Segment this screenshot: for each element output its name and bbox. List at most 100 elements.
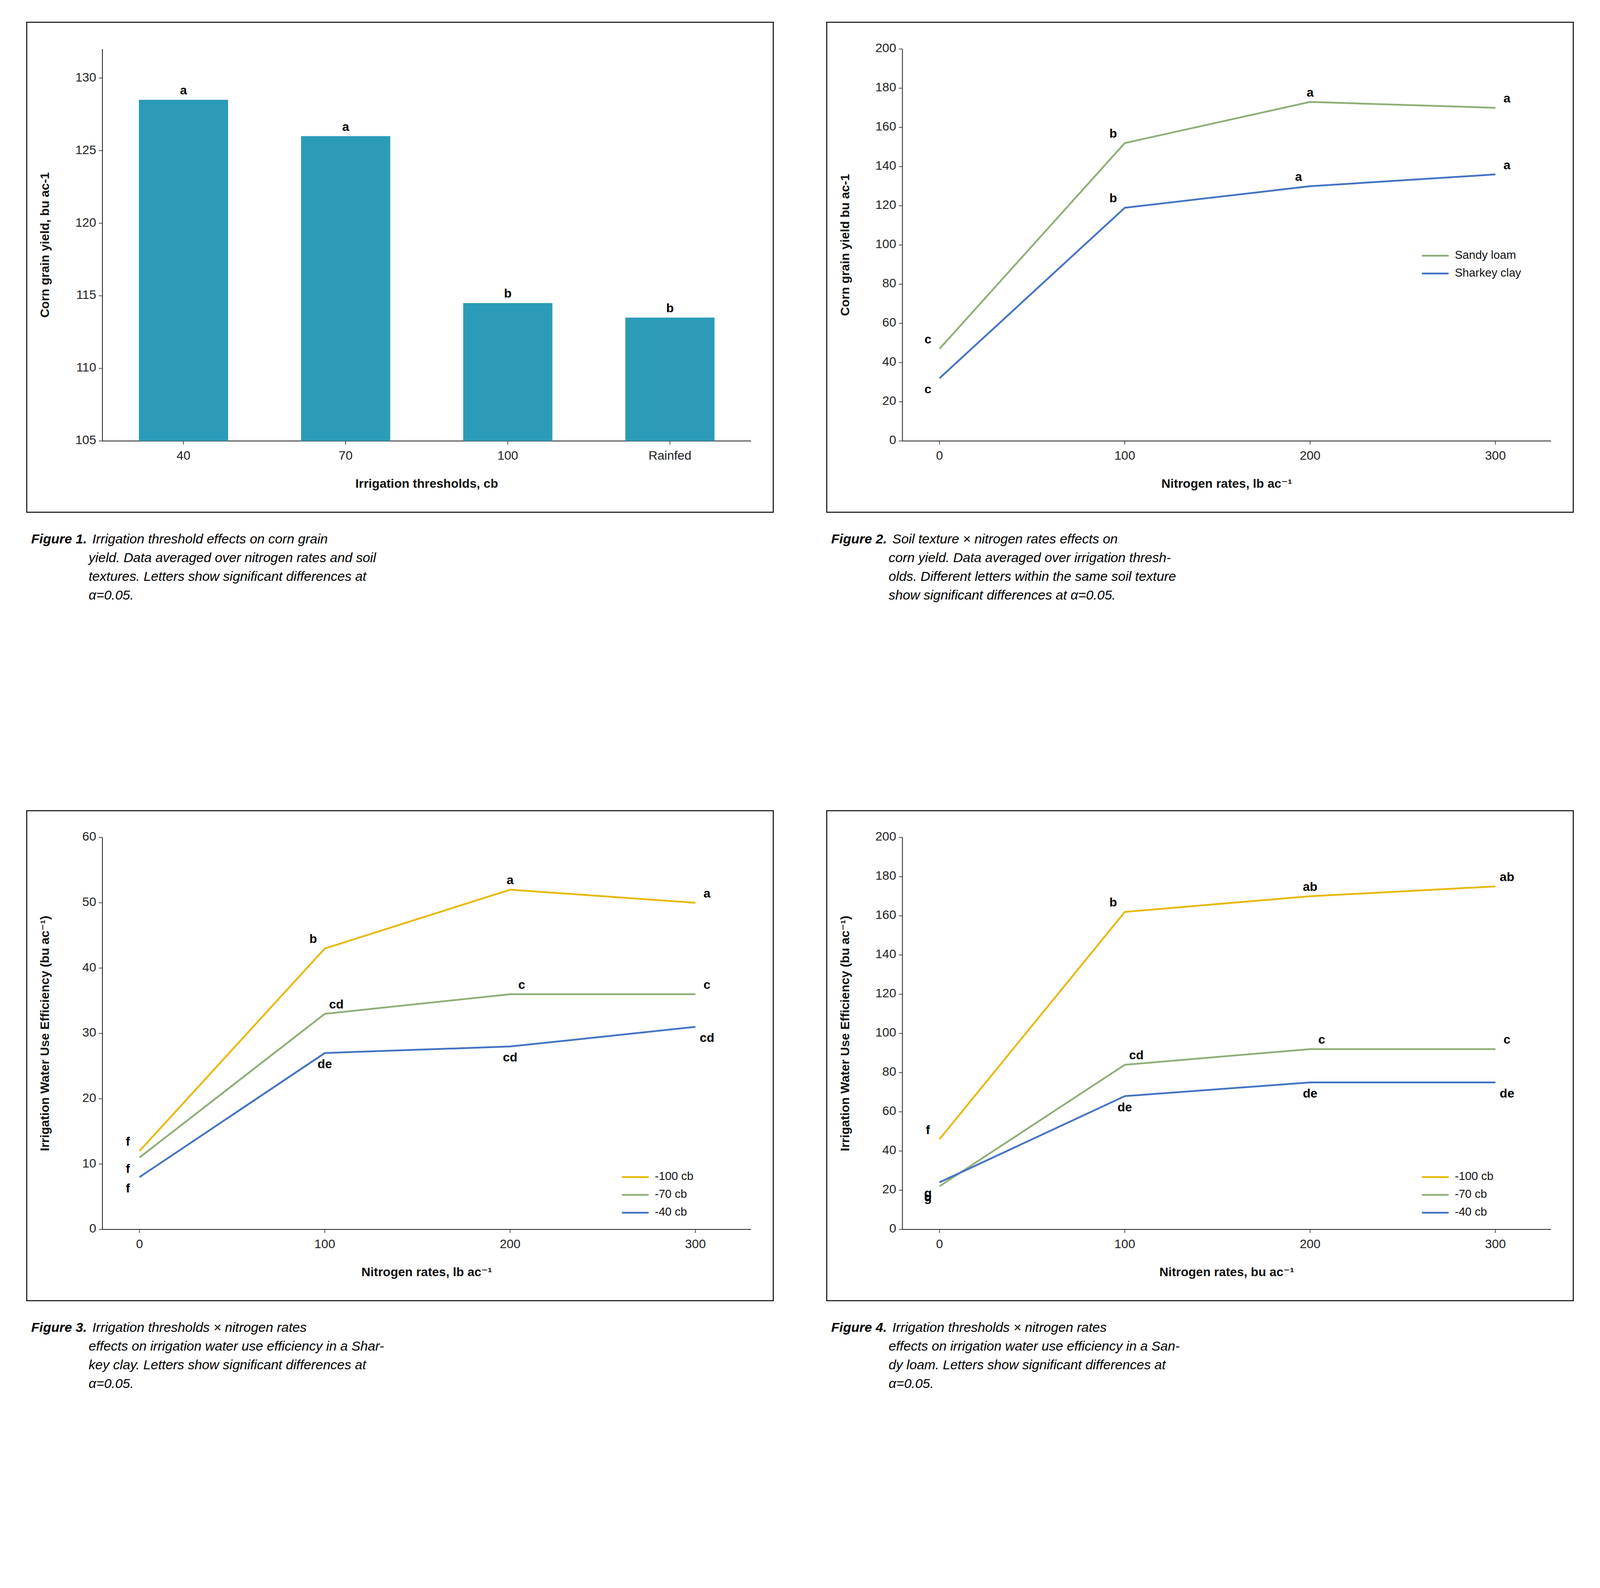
y-tick-label: 40	[82, 960, 97, 974]
y-tick	[899, 1189, 903, 1191]
y-tick	[98, 967, 103, 969]
legend-label: -70 cb	[1454, 1186, 1487, 1201]
y-tick-label: 50	[82, 894, 97, 909]
y-tick	[899, 401, 903, 403]
y-tick	[899, 322, 903, 324]
y-tick-label: 140	[875, 946, 897, 961]
y-tick	[98, 1032, 103, 1034]
y-tick	[98, 1098, 103, 1100]
y-tick-label: 100	[875, 236, 897, 251]
y-tick	[899, 954, 903, 956]
x-tick-label: 300	[1485, 448, 1507, 463]
x-tick-label: 100	[314, 1236, 336, 1251]
y-tick-label: 105	[75, 432, 97, 447]
caption: Figure 2. Soil texture × nitrogen rates …	[831, 531, 1177, 603]
legend-label: -70 cb	[655, 1186, 688, 1201]
y-axis-label: Corn grain yield, bu ac-1	[37, 172, 52, 318]
y-tick	[98, 222, 103, 224]
point-letters: aabb	[179, 83, 674, 315]
series-line	[139, 1026, 696, 1177]
letter-label: a	[1503, 158, 1511, 172]
panel-border	[26, 810, 774, 1301]
y-tick	[899, 244, 903, 246]
plot-marks	[939, 101, 1496, 379]
series-line	[139, 889, 696, 1151]
letter-label: de	[1499, 1086, 1515, 1100]
caption: Figure 4. Irrigation thresholds × nitrog…	[831, 1319, 1181, 1391]
letter-label: b	[504, 286, 512, 301]
letter-label: a	[179, 83, 188, 98]
y-tick	[98, 295, 103, 297]
caption-line: Soil texture × nitrogen rates effects on	[888, 531, 1118, 546]
caption-text: Irrigation thresholds × nitrogen ratesef…	[888, 1319, 1181, 1391]
series-line	[939, 101, 1496, 349]
y-tick	[899, 1111, 903, 1112]
y-tick-label: 0	[889, 1221, 897, 1235]
y-tick-label: 180	[875, 80, 897, 94]
y-tick	[899, 48, 903, 50]
y-tick-label: 130	[75, 70, 97, 85]
y-tick-label: 10	[82, 1156, 97, 1170]
y-tick-label: 115	[76, 287, 97, 302]
bar	[463, 302, 553, 441]
series-line	[939, 1048, 1496, 1186]
x-axis	[902, 440, 1552, 442]
caption-line: α=0.05.	[888, 1375, 934, 1391]
x-tick	[507, 440, 509, 445]
x-tick-label: 0	[135, 1236, 143, 1251]
caption-line: show significant differences at α=0.05.	[888, 587, 1116, 603]
series-line	[939, 886, 1496, 1140]
legend-swatch	[1421, 1175, 1449, 1178]
letter-label: de	[1302, 1086, 1318, 1100]
y-tick-label: 60	[882, 315, 896, 330]
letter-label: c	[924, 332, 932, 347]
x-tick	[695, 1229, 697, 1233]
chart-panel: 0204060801001201401601802000100200300Nit…	[826, 22, 1574, 513]
letter-label: b	[1109, 126, 1117, 141]
letter-label: b	[1109, 895, 1117, 909]
letter-label: cd	[699, 1030, 715, 1045]
letter-label: f	[925, 1122, 931, 1137]
letter-label: a	[1294, 169, 1303, 184]
x-tick-label: 200	[499, 1236, 521, 1251]
letter-label: de	[317, 1056, 333, 1071]
point-letters: fbaafcdccfdecdcd	[126, 872, 715, 1195]
letter-label: c	[703, 977, 711, 992]
y-tick	[899, 1228, 903, 1230]
y-tick	[899, 440, 903, 442]
point-letters: cbaacbaa	[924, 85, 1511, 396]
x-tick-label: 40	[176, 448, 191, 463]
y-tick	[98, 1163, 103, 1165]
y-tick-label: 30	[82, 1025, 97, 1039]
caption-text: Irrigation threshold effects on corn gra…	[87, 531, 377, 603]
x-tick	[183, 440, 184, 445]
x-axis-label: Irrigation thresholds, cb	[355, 476, 498, 491]
caption-label: Figure 1.	[31, 531, 87, 546]
caption: Figure 1. Irrigation threshold effects o…	[31, 531, 377, 603]
letter-label: a	[703, 886, 711, 900]
caption-label: Figure 2.	[831, 531, 888, 546]
y-tick-label: 0	[89, 1221, 97, 1235]
y-tick-label: 125	[75, 142, 97, 157]
bar	[138, 99, 228, 441]
letter-label: b	[666, 301, 674, 315]
y-tick	[98, 367, 103, 369]
y-tick-label: 40	[882, 1142, 896, 1157]
y-tick-label: 100	[875, 1025, 897, 1039]
y-tick	[98, 836, 103, 838]
x-tick-label: 100	[1114, 1236, 1136, 1251]
x-tick-label: 100	[1114, 448, 1136, 463]
x-tick-label: Rainfed	[648, 448, 692, 463]
y-axis-label: Irrigation Water Use Efficiency (bu ac⁻¹…	[838, 915, 852, 1152]
caption-label: Figure 3.	[31, 1319, 87, 1335]
x-tick	[1494, 440, 1496, 445]
y-tick	[899, 836, 903, 838]
y-tick-label: 110	[76, 360, 97, 375]
letter-label: a	[506, 872, 514, 887]
chart-panel: 0204060801001201401601802000100200300Nit…	[826, 810, 1574, 1301]
y-tick	[899, 1071, 903, 1073]
plot-marks	[138, 99, 715, 441]
legend-swatch	[622, 1211, 649, 1214]
panel-border	[826, 810, 1574, 1301]
caption-line: effects on irrigation water use efficien…	[888, 1338, 1181, 1353]
